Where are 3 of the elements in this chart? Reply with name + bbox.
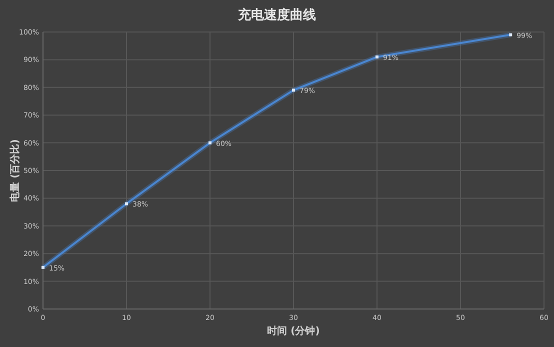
chart-title: 充电速度曲线 [237, 7, 316, 23]
x-axis-title: 时间 (分钟) [267, 325, 320, 337]
y-axis-title: 电量 (百分比) [9, 139, 21, 202]
